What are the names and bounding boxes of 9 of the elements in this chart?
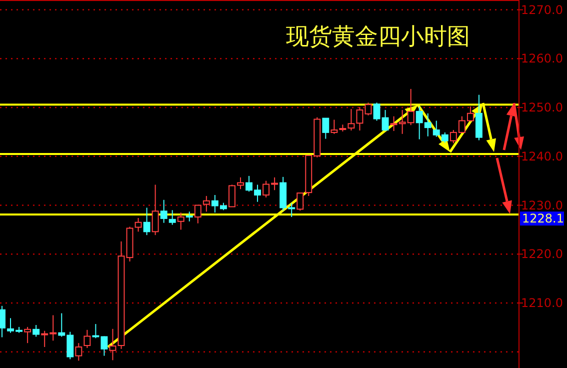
y-tick-label: 1260.0 [521,52,563,66]
ref-label: 1228.1 [520,212,564,226]
y-tick-label: 1250.0 [521,100,563,115]
y-tick-label: 1240.0 [521,149,563,164]
text: 现货黄金四小时图 [286,24,470,50]
y-tick-label: 1220.0 [521,247,563,262]
y-tick-label: 1230.0 [521,198,563,212]
y-tick-label: 1210.0 [521,296,563,310]
y-tick-label: 1270.0 [521,2,563,17]
